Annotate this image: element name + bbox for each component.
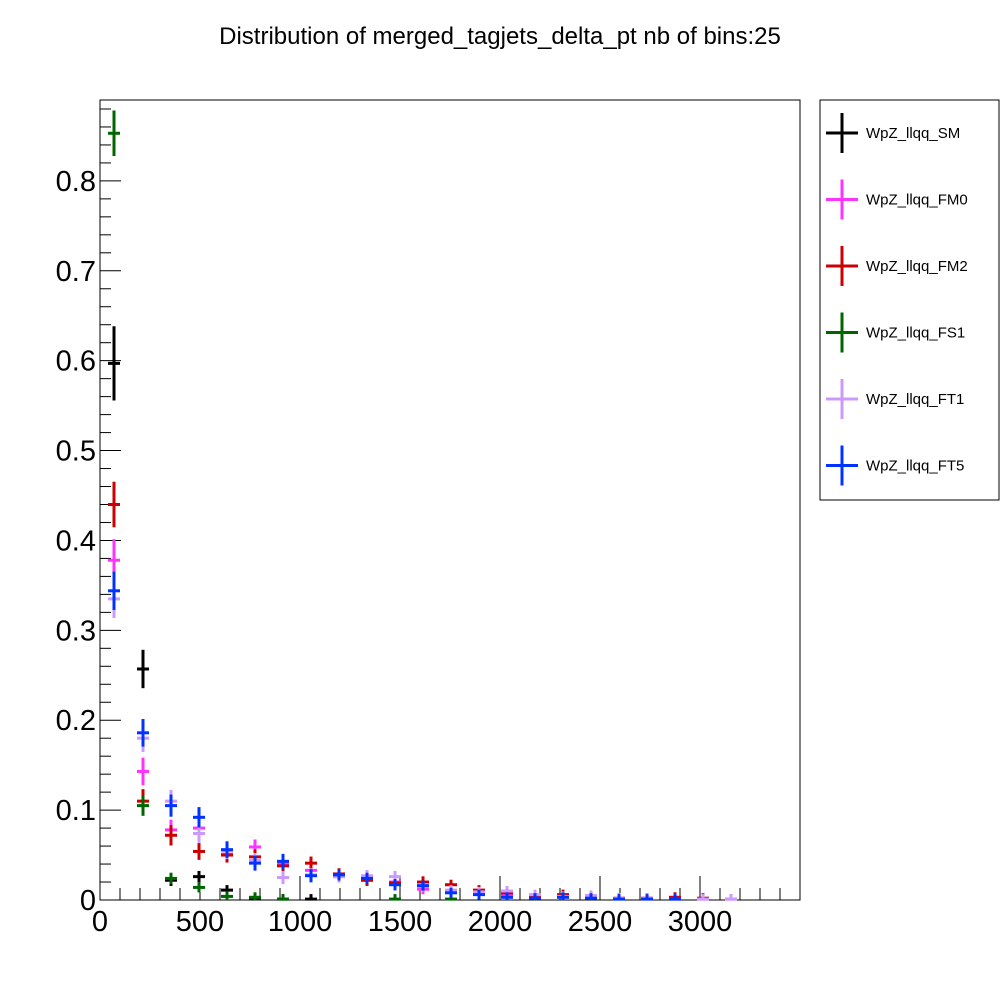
- data-point: [249, 892, 261, 900]
- data-point: [221, 891, 233, 900]
- data-point: [277, 853, 289, 869]
- legend-marker: [826, 246, 858, 286]
- legend-marker: [826, 179, 858, 220]
- data-point: [137, 757, 149, 786]
- data-point: [501, 892, 513, 900]
- data-point: [473, 889, 485, 900]
- data-point: [333, 869, 345, 881]
- data-layer: [108, 110, 737, 901]
- data-point: [137, 719, 149, 747]
- data-point: [108, 110, 120, 157]
- y-tick-label: 0.7: [56, 256, 96, 288]
- data-point: [305, 856, 317, 870]
- data-point: [193, 843, 205, 860]
- data-point: [361, 872, 373, 885]
- data-point: [613, 894, 625, 901]
- axes: 0 500 1000 1500 2000 2500 3000 0 0.1 0.2 0.3 0.4 0.5…: [56, 108, 781, 938]
- series-WpZ_llqq_SM: [108, 326, 317, 901]
- data-point: [108, 571, 120, 610]
- data-point: [669, 894, 681, 901]
- y-tick-label: 0.8: [56, 166, 96, 198]
- x-tick-label: 3000: [668, 906, 733, 938]
- data-point: [585, 893, 597, 900]
- data-point: [725, 894, 737, 901]
- x-tick-label: 2500: [568, 906, 633, 938]
- y-tick-label: 0.5: [56, 436, 96, 468]
- data-point: [108, 481, 120, 528]
- legend-marker: [826, 379, 858, 419]
- x-tick-label: 0: [92, 906, 108, 938]
- data-point: [277, 894, 289, 901]
- legend-entry: WpZ_llqq_FM2: [826, 246, 968, 286]
- y-tick-label: 0: [80, 885, 96, 917]
- legend-label: WpZ_llqq_FT1: [866, 391, 964, 408]
- y-tick-label: 0.3: [56, 615, 96, 647]
- series-WpZ_llqq_FT5: [108, 571, 681, 901]
- legend-marker: [826, 312, 858, 353]
- legend-frame: [819, 99, 1000, 501]
- data-point: [137, 649, 149, 689]
- legend-label: WpZ_llqq_FM0: [866, 192, 968, 209]
- x-tick-label: 2000: [468, 906, 533, 938]
- data-point: [249, 855, 261, 871]
- data-point: [277, 870, 289, 885]
- data-point: [557, 892, 569, 900]
- legend-label: WpZ_llqq_SM: [866, 125, 960, 142]
- data-point: [641, 894, 653, 901]
- data-point: [417, 880, 429, 891]
- legend-label: WpZ_llqq_FM2: [866, 258, 968, 275]
- legend-entry: WpZ_llqq_FT1: [826, 379, 964, 419]
- legend-label: WpZ_llqq_FT5: [866, 458, 964, 475]
- data-point: [193, 870, 205, 883]
- legend-marker: [826, 113, 858, 153]
- data-point: [137, 795, 149, 816]
- data-point: [193, 807, 205, 828]
- x-tick-label: 500: [176, 906, 224, 938]
- series-WpZ_llqq_FS1: [108, 110, 457, 901]
- data-point: [389, 879, 401, 891]
- legend-entry: WpZ_llqq_SM: [826, 113, 960, 153]
- data-point: [389, 894, 401, 901]
- y-tick-label: 0.1: [56, 795, 96, 827]
- data-point: [529, 893, 541, 900]
- data-point: [697, 894, 709, 901]
- data-point: [165, 872, 177, 885]
- y-tick-label: 0.4: [56, 525, 96, 557]
- legend-entry: WpZ_llqq_FM0: [826, 179, 968, 220]
- x-tick-label: 1000: [268, 906, 333, 938]
- data-point: [108, 326, 120, 401]
- y-tick-label: 0.6: [56, 346, 96, 378]
- data-point: [305, 894, 317, 901]
- data-point: [445, 887, 457, 898]
- data-point: [193, 882, 205, 893]
- legend-entry: WpZ_llqq_FS1: [826, 312, 965, 353]
- data-point: [305, 869, 317, 883]
- x-tick-label: 1500: [368, 906, 433, 938]
- chart-title: Distribution of merged_tagjets_delta_pt …: [219, 23, 781, 50]
- y-tick-label: 0.2: [56, 705, 96, 737]
- data-point: [165, 825, 177, 846]
- legend-label: WpZ_llqq_FS1: [866, 325, 965, 342]
- legend-entry: WpZ_llqq_FT5: [826, 445, 964, 486]
- series-WpZ_llqq_FM0: [108, 539, 737, 901]
- legend: WpZ_llqq_SM WpZ_llqq_FM0 WpZ_llqq_FM2 WpZ_l…: [819, 99, 1000, 501]
- data-point: [165, 794, 177, 817]
- legend-marker: [826, 445, 858, 486]
- plot-frame: [99, 99, 801, 901]
- data-point: [221, 841, 233, 859]
